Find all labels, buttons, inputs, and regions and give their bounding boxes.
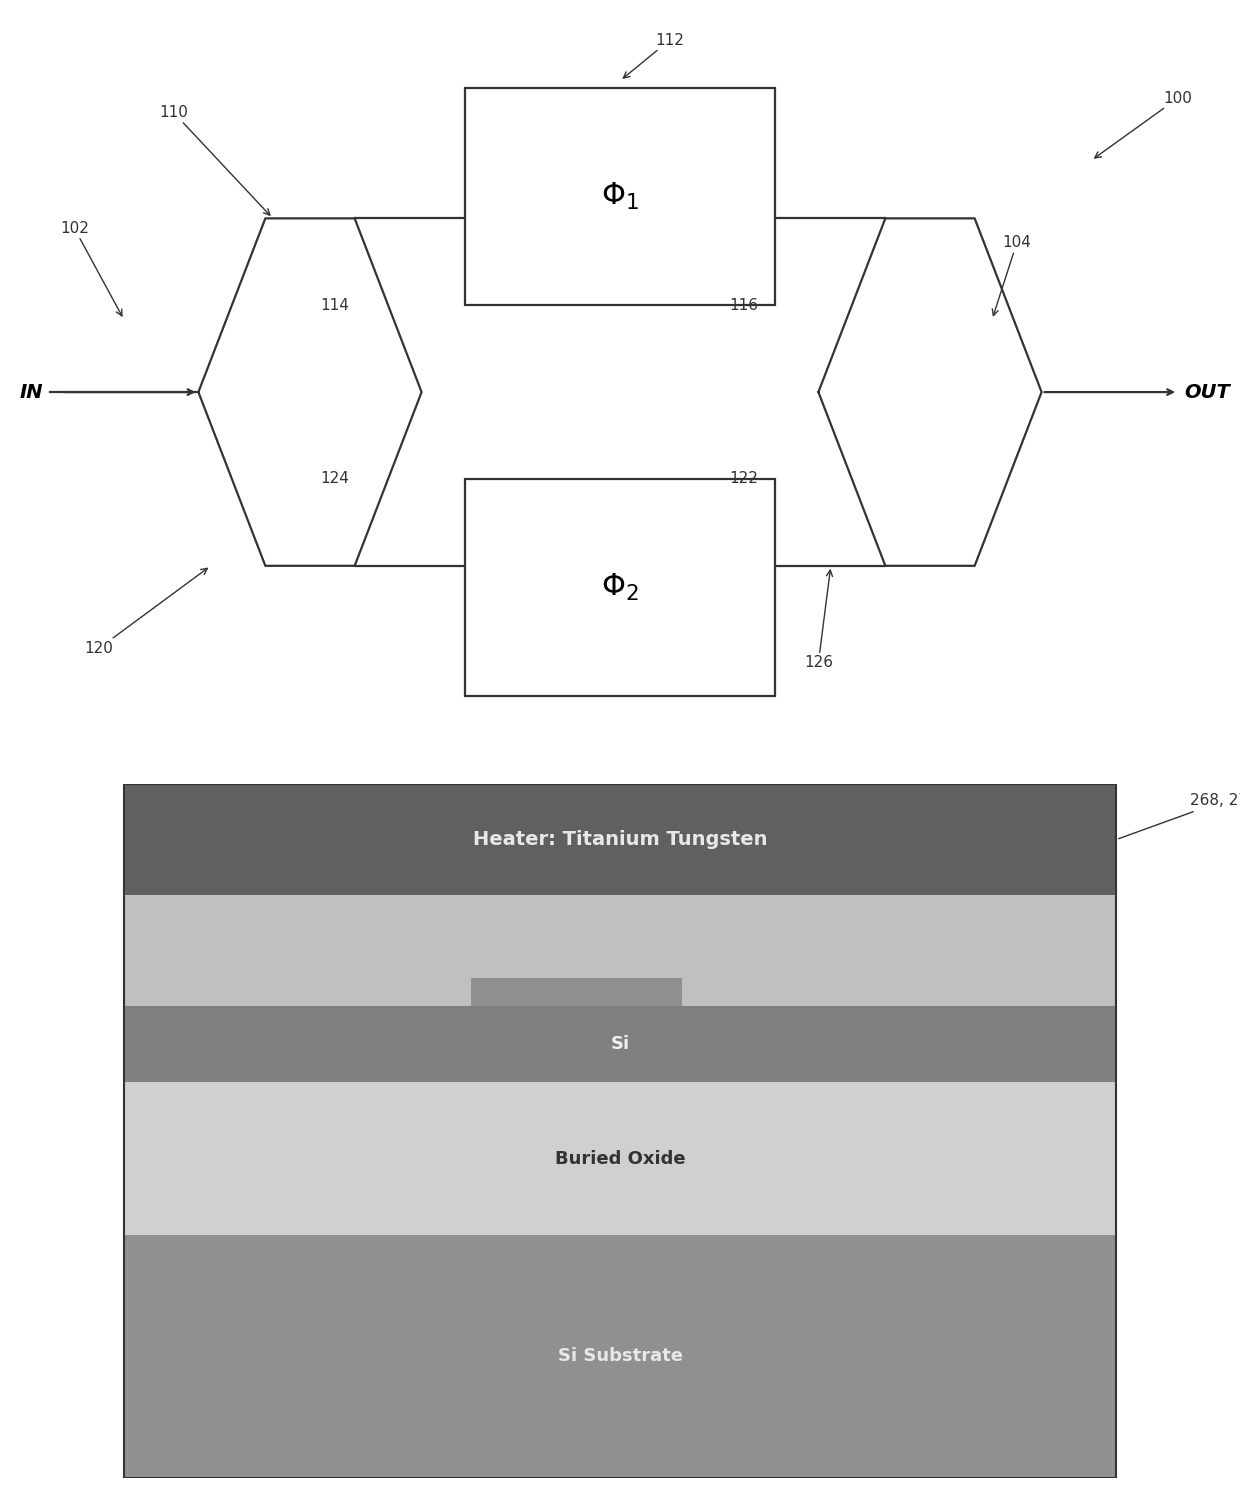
Bar — [124, 784, 1116, 1478]
Text: 122: 122 — [729, 472, 759, 487]
Text: 104: 104 — [992, 235, 1032, 315]
Text: 124: 124 — [320, 472, 350, 487]
Text: 114: 114 — [320, 297, 350, 312]
Text: 100: 100 — [1095, 90, 1193, 158]
Text: Figure 1.1: Figure 1.1 — [548, 811, 692, 835]
Text: 110: 110 — [159, 106, 270, 216]
Bar — [465, 87, 775, 305]
Bar — [124, 1235, 1116, 1478]
Text: 112: 112 — [624, 33, 684, 78]
Bar — [124, 1083, 1116, 1235]
Bar — [124, 896, 1116, 1006]
Text: 120: 120 — [84, 569, 207, 656]
Text: Si: Si — [610, 1036, 630, 1053]
Text: $\Phi_1$: $\Phi_1$ — [601, 181, 639, 213]
Text: OUT: OUT — [1184, 383, 1230, 401]
Text: 102: 102 — [60, 220, 122, 315]
Bar — [471, 979, 682, 1006]
Text: 268, 278: 268, 278 — [1118, 793, 1240, 838]
Text: 126: 126 — [804, 570, 833, 670]
Text: 116: 116 — [729, 297, 759, 312]
Text: IN: IN — [20, 383, 43, 401]
Text: Heater: Titanium Tungsten: Heater: Titanium Tungsten — [472, 831, 768, 849]
Text: Si Substrate: Si Substrate — [558, 1348, 682, 1365]
Text: $\Phi_2$: $\Phi_2$ — [601, 572, 639, 603]
Bar — [465, 480, 775, 697]
Bar — [124, 784, 1116, 896]
Text: Buried Oxide: Buried Oxide — [554, 1149, 686, 1167]
Bar — [124, 1006, 1116, 1083]
